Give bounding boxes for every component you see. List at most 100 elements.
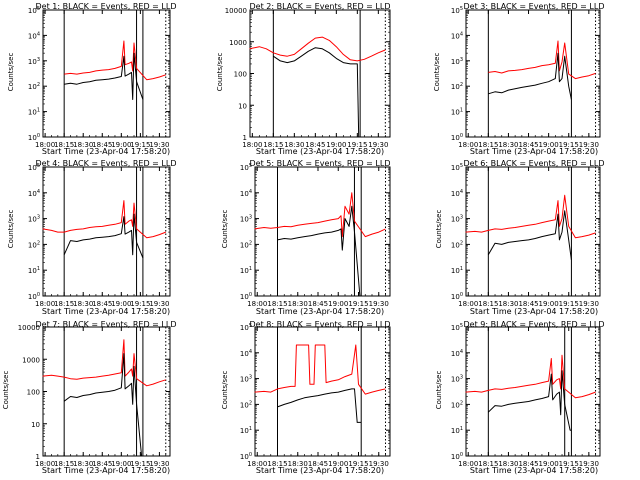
y-axis-label: Counts/sec: [221, 371, 229, 410]
x-tick-label: 18:00: [458, 141, 478, 149]
y-axis-label: Counts/sec: [7, 53, 15, 92]
x-tick-label: 18:15: [478, 460, 498, 468]
panel-det-1: Det 1: BLACK = Events, RED = LLD Start T…: [7, 2, 176, 156]
x-tick-label: 18:15: [54, 460, 74, 468]
x-tick-label: 18:15: [478, 141, 498, 149]
y-tick-label: 101: [28, 266, 40, 275]
y-tick-label: 101: [240, 426, 252, 435]
chart-title: Det 6: BLACK = Events, RED = LLD: [464, 159, 605, 168]
y-tick-label: 105: [451, 6, 463, 15]
panel-det-9: Det 9: BLACK = Events, RED = LLD Start T…: [435, 320, 604, 475]
x-tick-label: 18:00: [458, 460, 478, 468]
y-tick-label: 102: [240, 240, 252, 249]
x-tick-label: 18:45: [308, 300, 328, 308]
x-tick-label: 18:30: [284, 141, 304, 149]
y-tick-label: 101: [240, 266, 252, 275]
x-axis-label: Start Time (23-Apr-04 17:58:20): [42, 307, 170, 316]
lld-series-line: [465, 194, 596, 239]
events-series-line: [277, 388, 362, 423]
x-tick-label: 18:30: [288, 300, 308, 308]
y-tick-label: 101: [451, 266, 463, 275]
x-tick-label: 19:30: [579, 300, 599, 308]
x-tick-label: 19:15: [559, 300, 579, 308]
x-tick-label: 18:30: [73, 460, 93, 468]
x-tick-label: 18:30: [498, 300, 518, 308]
y-tick-label: 105: [451, 323, 463, 332]
x-tick-label: 19:00: [328, 300, 348, 308]
x-tick-label: 18:00: [242, 141, 262, 149]
y-tick-label: 1000: [229, 39, 247, 47]
x-tick-label: 18:45: [518, 460, 538, 468]
y-tick-label: 103: [451, 57, 463, 66]
x-tick-label: 18:15: [54, 300, 74, 308]
x-tick-label: 19:15: [130, 300, 150, 308]
x-tick-label: 18:15: [478, 300, 498, 308]
y-axis-label: Counts/sec: [433, 53, 441, 92]
x-tick-label: 19:00: [111, 141, 131, 149]
y-axis-label: Counts/sec: [435, 371, 443, 410]
y-tick-label: 103: [240, 215, 252, 224]
chart-title: Det 4: BLACK = Events, RED = LLD: [36, 159, 177, 168]
x-tick-label: 18:45: [518, 300, 538, 308]
chart-title: Det 5: BLACK = Events, RED = LLD: [250, 159, 391, 168]
y-tick-label: 101: [451, 108, 463, 117]
y-tick-label: 105: [240, 323, 252, 332]
x-tick-label: 19:30: [149, 460, 169, 468]
y-tick-label: 104: [451, 31, 463, 40]
y-tick-label: 104: [28, 189, 40, 198]
plot-frame: [465, 9, 601, 138]
panel-det-2: Det 2: BLACK = Events, RED = LLD Start T…: [216, 2, 391, 156]
x-tick-label: 19:30: [149, 300, 169, 308]
y-tick-label: 10000: [225, 7, 247, 15]
lld-series-line: [42, 339, 166, 387]
y-axis-label: Counts/sec: [7, 210, 15, 249]
y-tick-label: 10000: [18, 324, 40, 332]
y-tick-label: 103: [451, 375, 463, 384]
panel-det-6: Det 6: BLACK = Events, RED = LLD Start T…: [435, 159, 604, 316]
y-tick-label: 101: [451, 426, 463, 435]
y-tick-label: 1: [36, 453, 40, 461]
x-tick-label: 19:15: [347, 141, 367, 149]
x-tick-label: 19:15: [130, 460, 150, 468]
x-tick-label: 18:30: [498, 460, 518, 468]
plot-frame: [249, 9, 391, 138]
y-tick-label: 100: [28, 292, 40, 301]
x-tick-label: 18:15: [267, 300, 287, 308]
x-tick-label: 19:00: [328, 460, 348, 468]
panel-det-4: Det 4: BLACK = Events, RED = LLD Start T…: [7, 159, 176, 316]
lld-series-line: [42, 200, 166, 239]
x-axis-label: Start Time (23-Apr-04 17:58:20): [256, 307, 384, 316]
plot-frame: [465, 326, 601, 457]
y-axis-label: Counts/sec: [216, 53, 224, 92]
chart-title: Det 9: BLACK = Events, RED = LLD: [464, 320, 605, 329]
panel-det-7: Det 7: BLACK = Events, RED = LLD Start T…: [2, 320, 176, 475]
x-tick-label: 18:00: [247, 300, 267, 308]
x-tick-label: 18:30: [73, 141, 93, 149]
x-tick-label: 18:45: [308, 460, 328, 468]
y-tick-label: 10: [238, 102, 247, 110]
y-tick-label: 100: [451, 133, 463, 142]
lld-series-line: [249, 36, 386, 62]
y-axis-label: Counts/sec: [221, 210, 229, 249]
y-tick-label: 104: [451, 189, 463, 198]
events-series-line: [277, 205, 361, 297]
x-axis-label: Start Time (23-Apr-04 17:58:20): [470, 466, 598, 475]
x-tick-label: 19:00: [539, 300, 559, 308]
y-tick-label: 102: [28, 240, 40, 249]
lld-series-line: [465, 354, 596, 399]
chart-title: Det 8: BLACK = Events, RED = LLD: [250, 320, 391, 329]
x-axis-label: Start Time (23-Apr-04 17:58:20): [256, 466, 384, 475]
y-tick-label: 104: [451, 349, 463, 358]
x-tick-label: 18:45: [518, 141, 538, 149]
x-tick-label: 19:15: [348, 460, 368, 468]
y-tick-label: 103: [451, 215, 463, 224]
events-series-line: [487, 210, 572, 260]
panel-det-8: Det 8: BLACK = Events, RED = LLD Start T…: [221, 320, 391, 475]
x-tick-label: 19:30: [149, 141, 169, 149]
x-tick-label: 19:30: [369, 460, 389, 468]
x-tick-label: 18:15: [54, 141, 74, 149]
x-tick-label: 18:00: [35, 141, 55, 149]
lld-series-line: [64, 40, 166, 81]
events-series-line: [487, 370, 572, 431]
